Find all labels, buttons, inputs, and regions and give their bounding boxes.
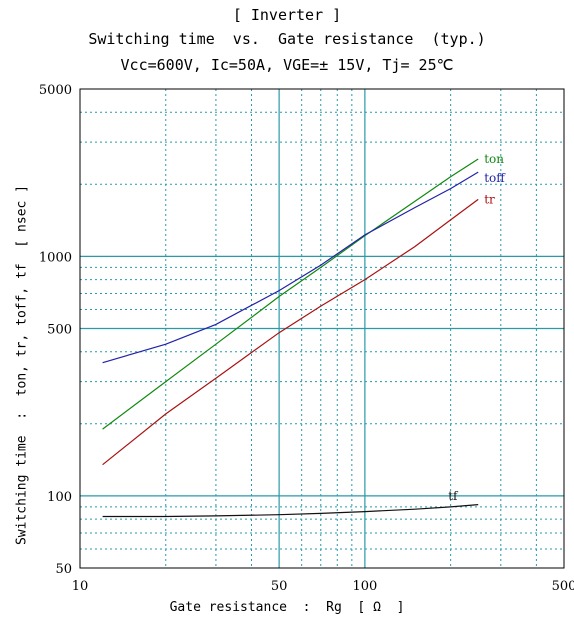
y-tick-label: 100 [47,490,72,505]
y-tick-label: 50 [55,562,72,577]
y-tick-label: 5000 [39,83,72,98]
x-tick-label: 500 [552,579,574,594]
series-line-toff [102,171,479,364]
series-label-toff: toff [484,171,506,185]
series-line-ton [102,158,479,430]
series-label-tf: tf [448,489,459,503]
series-labels: ton toff tr tf [448,152,506,503]
series-line-tr [102,198,479,466]
series-line-tf [102,504,479,518]
x-tick-label: 50 [271,579,288,594]
chart-subtitle: Switching time vs. Gate resistance (typ.… [88,30,486,48]
plot-frame [79,88,565,569]
series-label-tr: tr [484,192,495,206]
series-lines [102,158,479,518]
y-tick-label: 1000 [39,250,72,265]
chart-title: [ Inverter ] [232,6,342,24]
series-label-ton: ton [484,152,504,166]
y-axis-label: Switching time : ton, tr, toff, tf [ nse… [14,184,30,546]
grid [80,89,564,568]
y-tick-label: 500 [47,323,72,338]
chart-conditions: Vcc=600V, Ic=50A, VGE=± 15V, Tj= 25℃ [120,56,454,74]
x-tick-label: 10 [72,579,89,594]
x-tick-label: 100 [352,579,377,594]
x-axis-label: Gate resistance : Rg [ Ω ] [169,600,405,615]
